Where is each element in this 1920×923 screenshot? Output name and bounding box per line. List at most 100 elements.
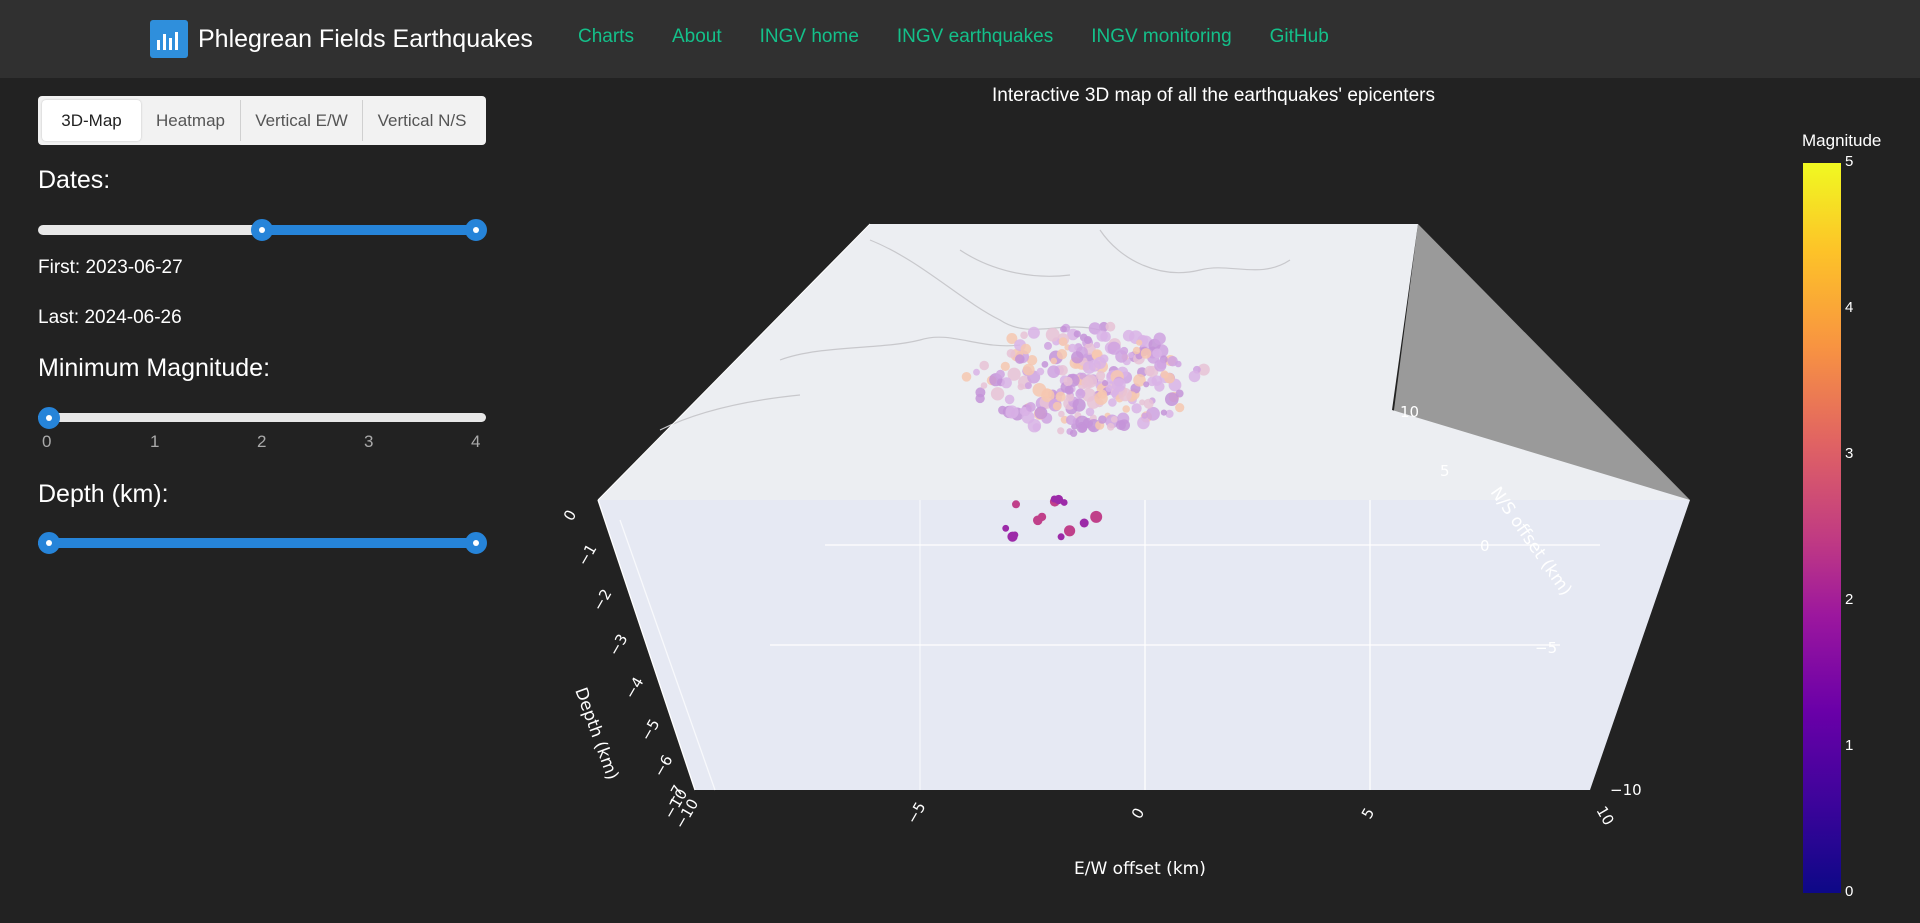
earthquake-point[interactable] [1110, 416, 1118, 423]
earthquake-point[interactable] [1073, 330, 1081, 338]
earthquake-point[interactable] [1078, 423, 1088, 433]
earthquake-point[interactable] [1082, 361, 1096, 374]
earthquake-point[interactable] [1122, 405, 1130, 413]
earthquake-point[interactable] [1020, 343, 1032, 355]
earthquake-point[interactable] [1141, 412, 1148, 419]
earthquake-point[interactable] [1088, 322, 1102, 335]
earthquake-point[interactable] [1105, 385, 1113, 392]
nav-link-about[interactable]: About [671, 26, 722, 47]
earthquake-point[interactable] [1188, 370, 1201, 383]
brand[interactable]: Phlegrean Fields Earthquakes [150, 20, 533, 58]
nav-link-ingv-home[interactable]: INGV home [759, 26, 859, 47]
tab-3d-map[interactable]: 3D-Map [42, 100, 141, 141]
depth-slider-start-handle[interactable] [38, 532, 60, 554]
earthquake-point[interactable] [1060, 325, 1067, 333]
earthquake-point[interactable] [1115, 420, 1126, 431]
earthquake-point[interactable] [1102, 380, 1109, 387]
min-magnitude-handle[interactable] [38, 407, 60, 429]
earthquake-point[interactable] [1140, 348, 1152, 359]
earthquake-point[interactable] [1068, 343, 1077, 353]
scatter-points[interactable] [961, 321, 1210, 542]
earthquake-point[interactable] [1064, 385, 1074, 395]
nav-link-github[interactable]: GitHub [1269, 26, 1329, 47]
earthquake-point[interactable] [1058, 410, 1065, 418]
earthquake-point[interactable] [1164, 372, 1175, 384]
earthquake-point[interactable] [1050, 357, 1058, 365]
earthquake-point[interactable] [1058, 337, 1068, 346]
earthquake-point[interactable] [1060, 499, 1068, 506]
earthquake-point[interactable] [1107, 341, 1121, 355]
earthquake-point[interactable] [1131, 403, 1142, 414]
min-magnitude-slider[interactable] [38, 407, 486, 429]
earthquake-point[interactable] [1139, 399, 1146, 406]
earthquake-point[interactable] [1025, 402, 1036, 412]
earthquake-point[interactable] [1055, 391, 1066, 402]
earthquake-point[interactable] [1004, 394, 1015, 405]
earthquake-point[interactable] [975, 387, 986, 398]
earthquake-point[interactable] [1146, 406, 1160, 421]
earthquake-point[interactable] [1115, 350, 1128, 363]
earthquake-point[interactable] [1079, 518, 1089, 528]
earthquake-point[interactable] [1015, 354, 1025, 364]
earthquake-point[interactable] [1000, 361, 1010, 371]
tab-vertical-ns[interactable]: Vertical N/S [377, 110, 467, 130]
earthquake-point[interactable] [1047, 365, 1060, 379]
earthquake-point[interactable] [1111, 390, 1118, 397]
earthquake-point[interactable] [1175, 403, 1185, 413]
earthquake-point[interactable] [1002, 524, 1010, 532]
earthquake-point[interactable] [1143, 398, 1154, 409]
earthquake-point[interactable] [995, 369, 1005, 379]
earthquake-point[interactable] [1064, 525, 1076, 537]
earthquake-point[interactable] [1052, 401, 1062, 411]
earthquake-point[interactable] [1098, 415, 1107, 424]
earthquake-point[interactable] [1132, 346, 1141, 355]
earthquake-point[interactable] [980, 382, 988, 389]
earthquake-point[interactable] [1085, 407, 1095, 417]
earthquake-point[interactable] [1057, 427, 1065, 435]
earthquake-point[interactable] [1118, 387, 1132, 402]
earthquake-point[interactable] [1056, 349, 1068, 360]
tab-heatmap[interactable]: Heatmap [141, 100, 241, 141]
earthquake-point[interactable] [1108, 398, 1117, 407]
earthquake-point[interactable] [1006, 333, 1018, 344]
nav-link-ingv-earthquakes[interactable]: INGV earthquakes [896, 26, 1054, 47]
earthquake-point[interactable] [1063, 376, 1073, 387]
earthquake-point[interactable] [1024, 382, 1032, 390]
dates-slider-end-handle[interactable] [465, 219, 487, 241]
earthquake-point[interactable] [1006, 349, 1016, 358]
earthquake-point[interactable] [1106, 423, 1115, 431]
earthquake-point[interactable] [1133, 374, 1146, 387]
earthquake-point[interactable] [1044, 341, 1052, 350]
earthquake-point[interactable] [1041, 361, 1049, 368]
earthquake-point[interactable] [1022, 363, 1035, 376]
earthquake-point[interactable] [1037, 512, 1047, 522]
earthquake-point[interactable] [1071, 351, 1084, 364]
earthquake-point[interactable] [1032, 383, 1047, 397]
earthquake-point[interactable] [1083, 374, 1098, 388]
earthquake-point[interactable] [1065, 393, 1075, 402]
earthquake-point[interactable] [1000, 377, 1012, 389]
earthquake-point[interactable] [1034, 406, 1048, 420]
earthquake-point[interactable] [1144, 365, 1155, 377]
earthquake-point[interactable] [1093, 341, 1101, 349]
earthquake-point[interactable] [1005, 405, 1019, 419]
earthquake-point[interactable] [1090, 510, 1103, 523]
depth-range-slider[interactable] [38, 532, 487, 554]
earthquake-point[interactable] [1096, 371, 1106, 381]
earthquake-point[interactable] [1057, 533, 1065, 541]
earthquake-point[interactable] [1143, 381, 1150, 388]
earthquake-point[interactable] [1072, 398, 1086, 412]
dates-slider-start-handle[interactable] [251, 219, 273, 241]
depth-slider-end-handle[interactable] [465, 532, 487, 554]
earthquake-point[interactable] [1012, 500, 1020, 509]
earthquake-point[interactable] [1075, 388, 1086, 399]
earthquake-point[interactable] [1026, 355, 1038, 366]
earthquake-point[interactable] [1137, 416, 1150, 430]
earthquake-point[interactable] [1057, 365, 1068, 376]
earthquake-point[interactable] [1152, 348, 1162, 359]
earthquake-point[interactable] [1165, 409, 1174, 418]
earthquake-point[interactable] [961, 372, 972, 382]
earthquake-point[interactable] [1093, 356, 1107, 369]
earthquake-point[interactable] [1167, 356, 1178, 367]
